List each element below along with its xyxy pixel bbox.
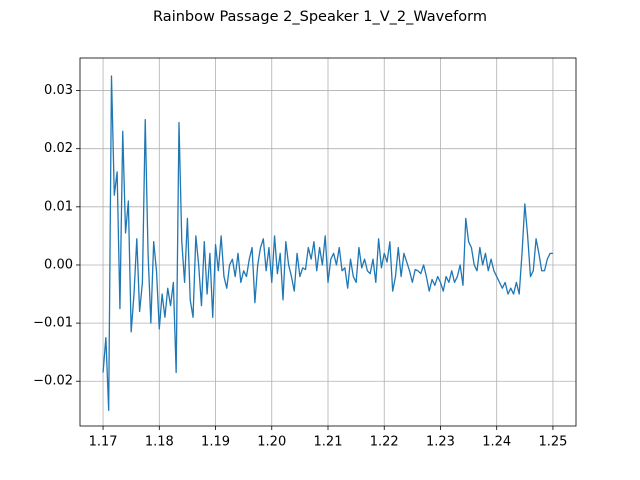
- x-tick-label: 1.24: [482, 435, 511, 450]
- x-tick-label: 1.18: [145, 435, 174, 450]
- axes-frame: [79, 57, 577, 427]
- x-tick-label: 1.17: [89, 435, 118, 450]
- chart-title: Rainbow Passage 2_Speaker 1_V_2_Waveform: [153, 9, 487, 25]
- y-tick-label: 0.03: [44, 83, 73, 98]
- x-tick-label: 1.23: [426, 435, 455, 450]
- y-tick-label: 0.00: [44, 257, 73, 272]
- y-tick-label: 0.02: [44, 141, 73, 156]
- x-tick-label: 1.21: [314, 435, 343, 450]
- y-tick-label: −0.02: [33, 374, 73, 389]
- x-tick-label: 1.22: [370, 435, 399, 450]
- y-tick-label: −0.01: [33, 316, 73, 331]
- x-tick-label: 1.19: [201, 435, 230, 450]
- x-tick-label: 1.20: [257, 435, 286, 450]
- x-tick-label: 1.25: [538, 435, 567, 450]
- y-tick-label: 0.01: [44, 199, 73, 214]
- waveform-line: [102, 75, 553, 411]
